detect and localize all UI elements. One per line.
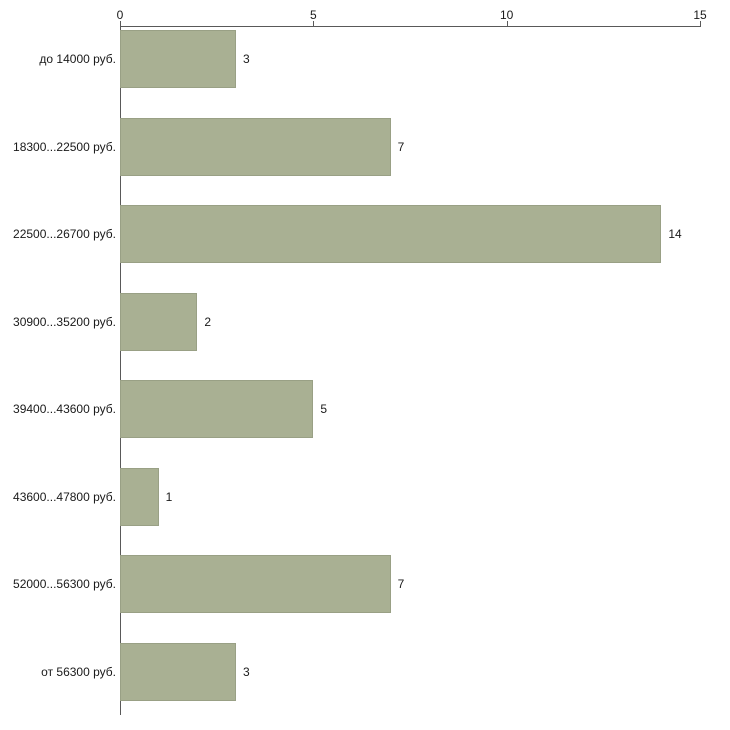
x-axis-tick-mark [120, 21, 121, 26]
x-axis-tick-label: 15 [693, 8, 707, 22]
bar-area: 2 [120, 292, 730, 351]
x-axis-line [120, 26, 701, 27]
value-label: 2 [204, 314, 212, 329]
x-axis-tick-mark [313, 21, 315, 26]
bar [120, 205, 662, 263]
category-label: 39400...43600 руб. [13, 402, 116, 416]
category-label: 52000...56300 руб. [13, 577, 116, 591]
y-axis-line [120, 26, 121, 715]
bar [120, 380, 314, 438]
category-label: 43600...47800 руб. [13, 489, 116, 504]
x-axis-tick-label: 10 [499, 8, 514, 22]
chart-row: 39400...43600 руб. 5 [0, 380, 730, 468]
bar [120, 555, 391, 613]
value-label: 5 [320, 402, 328, 416]
bar-area: 1 [120, 467, 730, 526]
bar-area: 7 [120, 117, 730, 176]
chart-row: от 56300 руб. 3 [0, 642, 730, 730]
x-axis-tick-mark [700, 21, 701, 26]
chart-row: 43600...47800 руб. 1 [0, 467, 730, 556]
x-axis-tick-label: 0 [116, 8, 124, 22]
bar-area: 3 [120, 642, 730, 701]
chart-row: 52000...56300 руб. 7 [0, 555, 730, 643]
x-axis-tick-mark [506, 21, 508, 26]
value-label: 1 [165, 489, 173, 504]
value-label: 7 [397, 577, 405, 591]
chart-row: 30900...35200 руб. 2 [0, 292, 730, 381]
bar [120, 642, 236, 701]
category-label: 18300...22500 руб. [13, 139, 116, 154]
bar [120, 292, 198, 351]
bar [120, 117, 391, 176]
chart-rows: до 14000 руб. 3 18300...22500 руб. 7 22500..… [0, 30, 730, 730]
value-label: 3 [243, 52, 250, 66]
chart-row: 18300...22500 руб. 7 [0, 117, 730, 206]
category-label: до 14000 руб. [39, 52, 116, 66]
value-label: 14 [668, 227, 682, 241]
bar-area: 14 [120, 205, 730, 263]
bar-area: 3 [120, 30, 730, 88]
x-axis-tick-label: 5 [309, 8, 317, 22]
bar [120, 467, 159, 526]
bar-area: 7 [120, 555, 730, 613]
bar-area: 5 [120, 380, 730, 438]
chart-row: 22500...26700 руб. 14 [0, 205, 730, 293]
value-label: 3 [243, 664, 250, 679]
chart-row: до 14000 руб. 3 [0, 30, 730, 118]
bar [120, 30, 236, 88]
category-label: 30900...35200 руб. [13, 314, 116, 329]
value-label: 7 [397, 139, 405, 154]
category-label: 22500...26700 руб. [13, 227, 116, 241]
category-label: от 56300 руб. [41, 664, 116, 679]
